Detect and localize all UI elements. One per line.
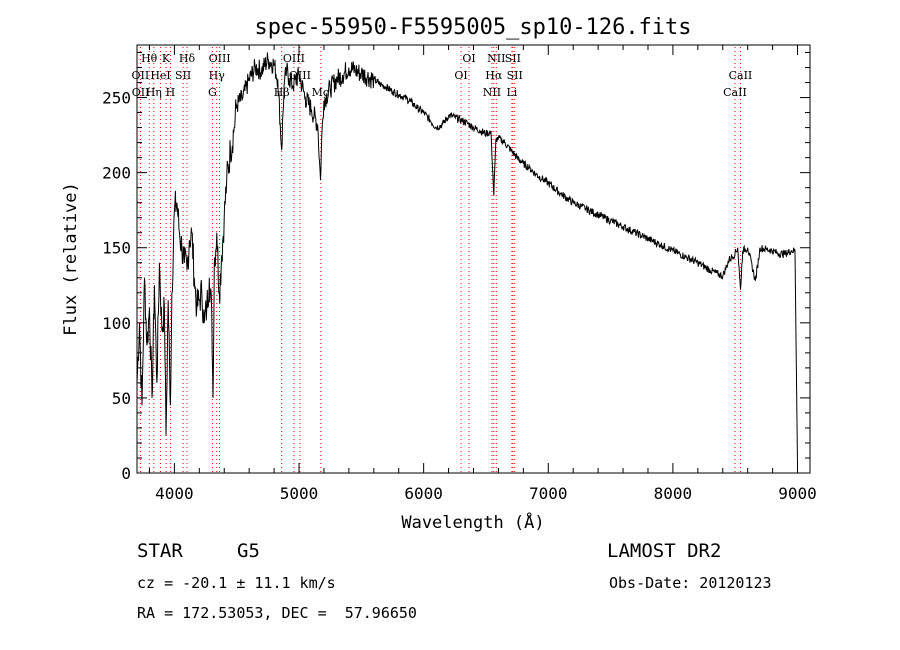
line-marker-label: Hδ bbox=[179, 52, 196, 65]
line-marker-label: Hη bbox=[146, 86, 162, 99]
x-tick-label: 5000 bbox=[280, 484, 319, 503]
x-tick-label: 8000 bbox=[654, 484, 693, 503]
x-axis: 4000 5000 6000 7000 8000 9000 bbox=[148, 45, 817, 503]
chart-title: spec-55950-F5595005_sp10-126.fits bbox=[254, 15, 691, 40]
obs-date: Obs-Date: 20120123 bbox=[609, 574, 772, 592]
line-marker-label: OII bbox=[132, 69, 150, 82]
line-marker-label: K bbox=[162, 52, 171, 65]
line-marker-label: OII bbox=[132, 86, 150, 99]
line-marker-label: Hβ bbox=[274, 86, 290, 99]
x-tick-label: 6000 bbox=[404, 484, 443, 503]
x-axis-label: Wavelength (Å) bbox=[401, 511, 544, 533]
y-tick-label: 150 bbox=[102, 239, 131, 258]
line-marker-label: Li bbox=[506, 86, 517, 99]
line-marker-label: SII bbox=[505, 52, 521, 65]
line-marker-label: OIII bbox=[209, 52, 231, 65]
object-subclass: G5 bbox=[237, 540, 260, 562]
y-tick-label: 0 bbox=[121, 464, 131, 483]
spectral-line-markers bbox=[139, 47, 741, 472]
line-marker-label: OI bbox=[454, 69, 467, 82]
line-marker-label: G bbox=[208, 86, 217, 99]
line-marker-label: Mg bbox=[312, 86, 330, 99]
line-marker-label: Hγ bbox=[209, 69, 226, 82]
spectrum-line bbox=[136, 52, 798, 466]
redshift-readout: cz = -20.1 ± 11.1 km/s bbox=[137, 574, 336, 592]
y-tick-label: 100 bbox=[102, 314, 131, 333]
x-tick-label: 7000 bbox=[529, 484, 568, 503]
line-marker-label: SII bbox=[507, 69, 523, 82]
line-marker-label: OIII bbox=[283, 52, 305, 65]
line-marker-label: Hθ bbox=[141, 52, 158, 65]
x-tick-label: 4000 bbox=[155, 484, 194, 503]
line-marker-label: CaII bbox=[723, 86, 747, 99]
y-tick-label: 250 bbox=[102, 89, 131, 108]
y-tick-label: 50 bbox=[112, 389, 131, 408]
x-tick-label: 9000 bbox=[778, 484, 817, 503]
object-class: STAR bbox=[137, 540, 183, 562]
y-axis: 0 50 100 150 200 250 bbox=[102, 52, 810, 483]
y-axis-label: Flux (relative) bbox=[61, 182, 81, 336]
survey-name: LAMOST DR2 bbox=[607, 540, 722, 562]
line-marker-label: SII bbox=[175, 69, 191, 82]
line-marker-label: H bbox=[166, 86, 176, 99]
line-marker-label: HeI bbox=[150, 69, 170, 82]
line-marker-label: NII bbox=[483, 86, 501, 99]
line-marker-label: OI bbox=[462, 52, 475, 65]
coordinates-readout: RA = 172.53053, DEC = 57.96650 bbox=[137, 604, 417, 622]
line-marker-label: NII bbox=[487, 52, 505, 65]
y-tick-label: 200 bbox=[102, 164, 131, 183]
line-marker-label: Hα bbox=[485, 69, 503, 82]
line-marker-label: CaII bbox=[729, 69, 753, 82]
